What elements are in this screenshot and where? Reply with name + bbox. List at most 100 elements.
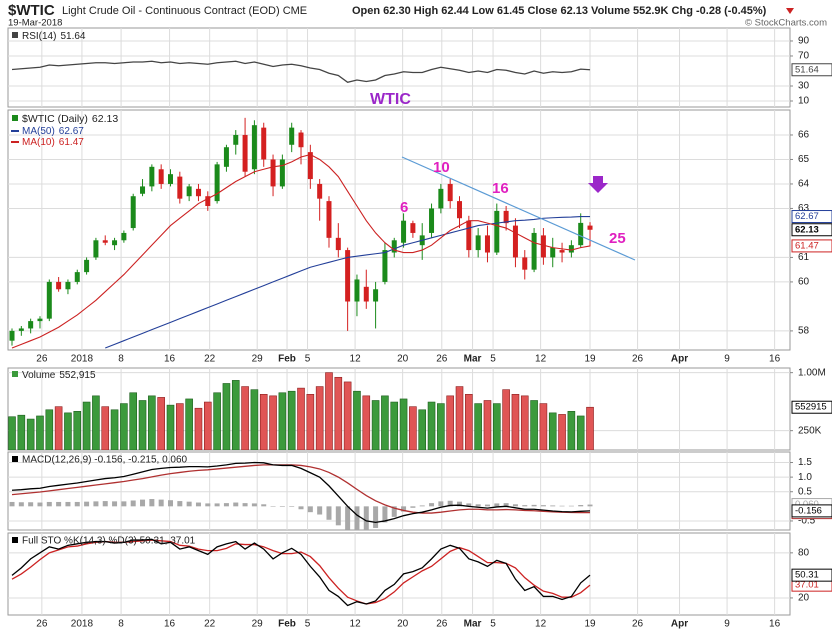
y-tick-label: 90 xyxy=(798,36,810,47)
candle-body xyxy=(242,134,248,172)
histogram-bar xyxy=(550,505,556,507)
histogram-bar xyxy=(93,501,99,507)
x-tick-label: Feb xyxy=(278,619,296,630)
volume-bar xyxy=(269,395,277,450)
legend-value: 62.67 xyxy=(59,126,84,137)
volume-bar xyxy=(446,395,454,450)
legend-name: Volume xyxy=(22,370,56,381)
candle-body xyxy=(279,159,285,187)
panel: 26 2018 8 16 22 29 Feb 5 12 20 26 Mar 5 12 19 26 Apr 9 16 8… xyxy=(7,532,832,630)
volume-bar xyxy=(390,401,399,450)
credit: © StockCharts.com xyxy=(745,18,827,29)
y-tick-label: 61 xyxy=(798,252,810,263)
legend-name: $WTIC (Daily) xyxy=(22,113,88,125)
candle-body xyxy=(28,321,34,329)
candle-body xyxy=(587,225,593,230)
volume-bar xyxy=(241,386,249,450)
histogram-bar xyxy=(345,506,351,530)
last-value-box xyxy=(791,400,832,414)
legend: RSI(14) 51.64 xyxy=(22,31,86,42)
x-tick-label: 29 xyxy=(252,619,264,630)
candle-body xyxy=(540,235,546,258)
histogram-bar xyxy=(475,504,481,507)
x-tick-label: 5 xyxy=(490,354,496,365)
last-value-label: 51.64 xyxy=(795,64,819,75)
candle-body xyxy=(289,127,295,145)
candle-body xyxy=(251,125,257,170)
x-tick-label: 26 xyxy=(436,619,448,630)
volume-bar xyxy=(259,394,268,450)
volume-bar xyxy=(362,395,371,450)
last-value-box xyxy=(791,223,832,237)
volume-bar xyxy=(157,397,165,450)
histogram-bar xyxy=(130,500,136,507)
volume-bar xyxy=(567,411,576,450)
panel: 1.00M 250K 552915 Volume 552,915 xyxy=(7,367,832,451)
volume-bar xyxy=(64,412,72,450)
volume-bar xyxy=(120,403,128,450)
last-value-label: 62.13 xyxy=(795,224,819,235)
volume-bar xyxy=(530,400,538,450)
quote-stats: Open 62.30 High 62.44 Low 61.45 Close 62… xyxy=(352,5,767,17)
volume-bar xyxy=(306,394,315,450)
histogram-bar xyxy=(363,506,369,530)
histogram-bar xyxy=(158,499,164,507)
x-tick-label: 20 xyxy=(397,354,409,365)
histogram-bar xyxy=(289,506,295,507)
candle-body xyxy=(391,240,397,253)
legend-value: 61.47 xyxy=(59,137,84,148)
volume-bar xyxy=(418,409,427,450)
volume-bar xyxy=(101,406,110,450)
chart-date: 19-Mar-2018 xyxy=(8,18,62,29)
volume-bar xyxy=(82,401,91,450)
histogram-bar xyxy=(140,499,146,507)
annotation-label: 6 xyxy=(400,199,408,216)
legend-value: 62.13 xyxy=(92,113,118,125)
series-line xyxy=(105,215,591,349)
legend-value: 51.64 xyxy=(60,31,85,42)
candle-body xyxy=(401,220,407,243)
histogram-bar xyxy=(149,499,155,507)
candle-body xyxy=(130,196,136,229)
x-tick-label: 19 xyxy=(584,354,596,365)
legend-icon xyxy=(12,537,18,543)
histogram-bar xyxy=(559,505,565,507)
histogram-bar xyxy=(74,501,80,507)
volume-bar xyxy=(586,406,594,450)
histogram-bar xyxy=(401,506,407,512)
volume-bar xyxy=(148,395,156,450)
x-tick-label: 26 xyxy=(632,354,644,365)
x-tick-label: 26 xyxy=(632,619,644,630)
volume-bar xyxy=(176,403,184,450)
histogram-bar xyxy=(568,505,574,507)
panel-frame xyxy=(7,532,791,616)
histogram-bar xyxy=(167,500,173,507)
last-value-label: -0.156 xyxy=(795,505,822,516)
legend: MA(10) 61.47 xyxy=(22,137,84,148)
x-tick-label: 9 xyxy=(724,354,730,365)
candle-body xyxy=(223,147,229,167)
panel: 1.51.00.5-0.50.060-0.215-0.156MACD(12,26… xyxy=(7,451,832,531)
panel-frame xyxy=(7,109,791,351)
volume-bar xyxy=(315,386,324,450)
volume-bar xyxy=(17,414,26,450)
plot-area xyxy=(11,538,591,607)
candle-body xyxy=(559,250,565,253)
y-tick-label: 1.0 xyxy=(798,472,812,483)
histogram-bar xyxy=(84,501,90,507)
candle-body xyxy=(363,286,369,302)
legend: $WTIC (Daily) 62.13 xyxy=(22,113,118,125)
x-tick-label: 16 xyxy=(769,619,781,630)
histogram-bar xyxy=(503,503,509,507)
candle-body xyxy=(65,281,71,290)
panel-frame xyxy=(7,367,791,451)
legend-icon xyxy=(12,115,18,121)
candle-body xyxy=(568,245,574,253)
histogram-bar xyxy=(419,505,425,507)
candle-body xyxy=(438,188,444,209)
histogram-bar xyxy=(186,501,192,507)
histogram-bar xyxy=(177,501,183,507)
candle-body xyxy=(522,257,528,270)
candle-body xyxy=(382,250,388,282)
volume-bar xyxy=(26,418,35,450)
